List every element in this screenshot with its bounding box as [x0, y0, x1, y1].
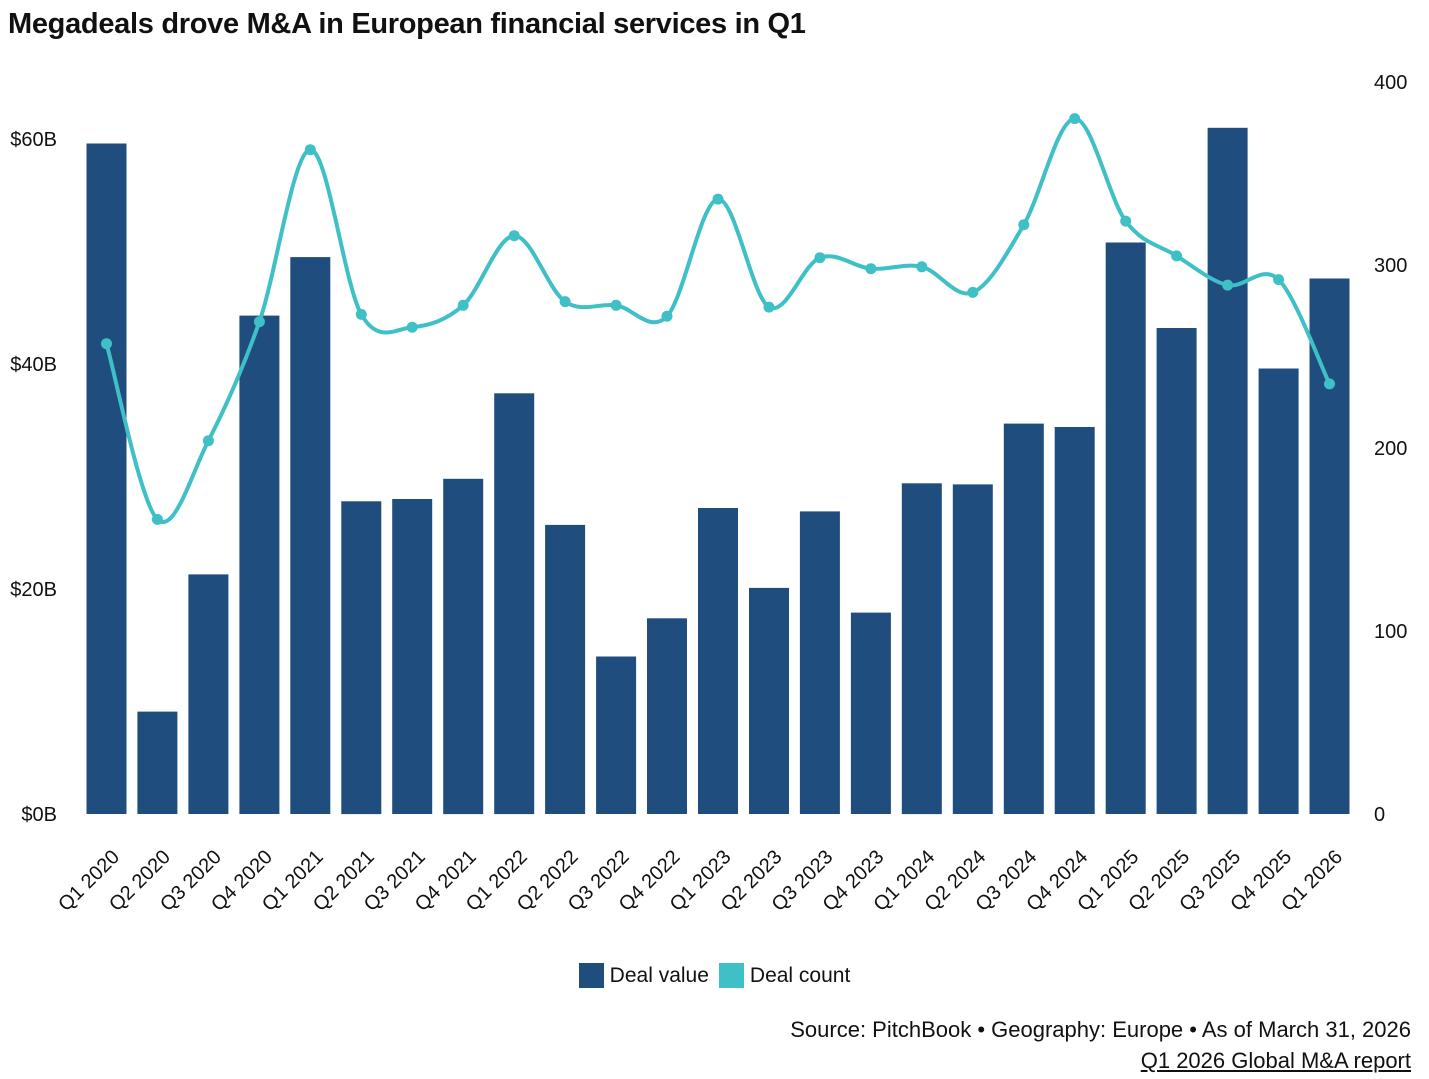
bar-q3-2020	[188, 574, 229, 814]
bar-q2-2023	[749, 587, 789, 814]
bar-q2-2025	[1156, 328, 1197, 814]
deal-count-point-q2-2024	[967, 286, 979, 298]
deal-count-point-q1-2024	[916, 261, 928, 273]
bar-q2-2021	[341, 501, 382, 815]
deal-count-point-q2-2022	[559, 296, 571, 308]
deal-count-point-q2-2021	[355, 308, 367, 320]
deal-count-point-q4-2024	[1069, 113, 1081, 125]
legend-swatch-deal-value	[578, 963, 604, 988]
bar-q3-2022	[596, 656, 637, 814]
deal-count-point-q3-2024	[1018, 219, 1030, 231]
deal-count-line	[104, 116, 1332, 524]
right-axis-tick: 200	[1374, 438, 1407, 460]
left-axis-tick: $0B	[21, 804, 57, 826]
bar-q2-2022	[545, 524, 586, 814]
legend-label-deal-value: Deal value	[609, 963, 709, 987]
left-axis-tick: $40B	[10, 354, 57, 376]
deal-count-point-q4-2022	[661, 310, 673, 322]
bars-layer	[86, 127, 1350, 815]
bar-q4-2024	[1054, 427, 1095, 814]
legend-item-deal-count[interactable]: Deal count	[718, 963, 851, 988]
left-axis-layer: $0B $20B $40B $60B	[10, 129, 57, 826]
deal-count-point-q4-2025	[1273, 274, 1285, 286]
deal-count-point-q2-2023	[763, 301, 775, 313]
left-axis-tick: $20B	[10, 579, 57, 601]
deal-count-point-q1-2025	[1120, 215, 1132, 227]
bar-q1-2023	[698, 508, 738, 814]
right-axis-tick: 100	[1374, 621, 1407, 643]
legend: Deal value Deal count	[0, 963, 1429, 988]
bar-q3-2024	[1003, 423, 1044, 814]
right-axis-tick: 400	[1374, 72, 1407, 94]
bar-q4-2023	[850, 612, 891, 814]
deal-count-point-q2-2020	[151, 513, 163, 525]
bar-q3-2023	[799, 511, 840, 814]
deal-count-point-q3-2022	[610, 299, 622, 311]
deal-count-point-q4-2020	[253, 316, 265, 328]
bar-q1-2021	[290, 257, 331, 815]
bar-q4-2025	[1258, 368, 1299, 814]
deal-count-point-q4-2023	[865, 263, 877, 275]
bar-q4-2022	[647, 618, 687, 814]
deal-count-point-q1-2026	[1324, 378, 1335, 390]
bar-q3-2021	[392, 499, 433, 814]
legend-label-deal-count: Deal count	[749, 963, 851, 987]
deal-count-point-q2-2025	[1171, 250, 1183, 262]
right-axis-tick: 300	[1374, 255, 1407, 277]
line-layer	[101, 113, 1335, 525]
right-axis-tick: 0	[1374, 804, 1385, 826]
legend-swatch-deal-count	[718, 963, 744, 988]
deal-count-point-q1-2023	[712, 193, 724, 205]
deal-count-point-q3-2023	[814, 252, 826, 264]
legend-item-deal-value[interactable]: Deal value	[578, 963, 709, 988]
right-axis-layer: 0 100 200 300 400	[1374, 72, 1407, 826]
deal-count-point-q4-2021	[457, 299, 469, 311]
source-note: Source: PitchBook • Geography: Europe • …	[790, 1017, 1411, 1042]
deal-count-point-q3-2021	[406, 321, 418, 333]
bar-q2-2024	[952, 484, 993, 814]
deal-count-point-q1-2022	[508, 230, 520, 242]
bar-q3-2025	[1207, 127, 1248, 815]
deal-count-point-q3-2020	[202, 435, 214, 447]
left-axis-tick: $60B	[10, 129, 57, 151]
bar-q1-2026	[1309, 278, 1350, 814]
deal-count-point-q1-2021	[304, 144, 316, 156]
deal-count-point-q3-2025	[1222, 279, 1234, 291]
report-link[interactable]: Q1 2026 Global M&A report	[1140, 1048, 1411, 1073]
chart-title: Megadeals drove M&A in European financia…	[8, 8, 806, 40]
bar-q1-2024	[901, 483, 942, 815]
bar-q1-2020	[86, 143, 127, 814]
bar-q1-2025	[1105, 242, 1146, 814]
bar-q4-2020	[239, 315, 280, 814]
bar-q2-2020	[137, 711, 178, 814]
deal-count-point-q1-2020	[101, 338, 112, 350]
bar-q1-2022	[494, 393, 535, 815]
bar-q4-2021	[443, 478, 484, 815]
